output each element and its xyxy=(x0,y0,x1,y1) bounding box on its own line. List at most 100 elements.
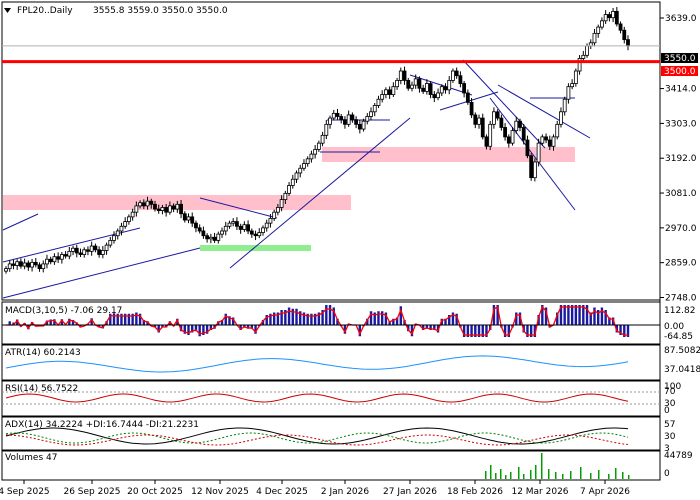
candle-body xyxy=(26,262,31,268)
candle xyxy=(82,247,87,258)
candle xyxy=(577,55,582,75)
candle-body xyxy=(406,80,411,89)
candle xyxy=(97,246,102,258)
candle xyxy=(7,260,12,272)
supply-zone xyxy=(322,147,575,162)
candle xyxy=(190,212,195,227)
volume-bar xyxy=(523,474,525,479)
macd-bar xyxy=(377,311,380,325)
candle-body xyxy=(566,86,571,100)
macd-bar xyxy=(153,325,157,328)
macd-bar xyxy=(228,316,231,325)
candle-body xyxy=(153,203,157,210)
macd-bar xyxy=(343,325,347,334)
candle xyxy=(421,84,426,94)
macd-bar xyxy=(388,321,391,325)
candle xyxy=(15,259,20,270)
candle-body xyxy=(402,70,407,81)
candle-body xyxy=(145,200,150,207)
macd-bar xyxy=(570,305,574,325)
candle-body xyxy=(424,83,429,92)
macd-tick-low: -64.85 xyxy=(664,332,693,342)
macd-bar xyxy=(615,325,619,333)
candle-body xyxy=(313,149,318,155)
macd-bar xyxy=(224,313,227,325)
candle-body xyxy=(536,142,541,163)
volume-bar xyxy=(562,474,564,479)
candle-body xyxy=(190,216,195,224)
macd-bar xyxy=(529,325,533,337)
candle xyxy=(443,83,448,94)
macd-bar xyxy=(332,307,335,325)
macd-bar xyxy=(373,312,376,325)
macd-bar xyxy=(198,325,201,337)
candle-body xyxy=(320,134,325,144)
candle-body xyxy=(573,70,578,84)
adx-tick-30: 30 xyxy=(664,432,676,442)
candle-body xyxy=(380,94,385,100)
candle-body xyxy=(488,123,493,147)
candle-body xyxy=(473,114,478,125)
macd-bar xyxy=(205,325,209,334)
candle xyxy=(555,120,560,140)
date-tick-label: 26 Sep 2025 xyxy=(63,487,120,497)
trend-line xyxy=(229,117,411,269)
macd-bar xyxy=(310,313,313,325)
candle-body xyxy=(592,32,597,44)
macd-bar xyxy=(425,325,429,329)
indicator-plots xyxy=(2,305,660,479)
macd-bar xyxy=(369,311,373,325)
price-tick-label: 3639.0 xyxy=(665,14,697,24)
macd-bar xyxy=(608,317,611,325)
candle xyxy=(484,134,489,150)
macd-bar xyxy=(492,305,496,325)
candle-body xyxy=(506,136,511,144)
candle-body xyxy=(577,58,582,72)
volume-bar xyxy=(500,469,502,479)
candle xyxy=(261,225,265,236)
macd-bar xyxy=(269,313,272,325)
macd-bar xyxy=(462,325,466,337)
macd-bar xyxy=(623,325,626,337)
candle-body xyxy=(223,225,228,232)
candle xyxy=(603,10,608,24)
candle-body xyxy=(7,263,12,270)
price-tick-label: 3081.0 xyxy=(665,189,697,199)
candle xyxy=(272,209,277,221)
candle xyxy=(354,116,359,129)
macd-bar xyxy=(27,325,30,330)
candle-body xyxy=(37,264,42,270)
candle-body xyxy=(417,78,422,89)
price-tick-label: 2859.0 xyxy=(665,259,697,269)
candle xyxy=(380,90,385,103)
trend-line xyxy=(199,197,278,219)
macd-bar xyxy=(254,325,257,334)
candle-body xyxy=(71,247,75,252)
candle xyxy=(238,223,243,234)
candle-body xyxy=(130,211,135,218)
date-axis: 4 Sep 2025 26 Sep 2025 20 Oct 2025 12 Nov 2… xyxy=(0,480,630,497)
candle-body xyxy=(164,207,169,213)
macd-bar xyxy=(142,320,146,325)
dropdown-icon[interactable] xyxy=(4,8,11,13)
macd-bar xyxy=(250,325,254,329)
candle-body xyxy=(208,236,213,240)
macd-bar xyxy=(53,319,56,325)
candle xyxy=(499,114,504,131)
volume-bar xyxy=(570,471,572,479)
candle-body xyxy=(302,163,306,169)
candle xyxy=(540,134,545,146)
candle-body xyxy=(514,120,519,132)
candle-body xyxy=(555,123,560,138)
candle-body xyxy=(253,233,258,237)
macd-bar xyxy=(436,325,440,333)
demand-zone xyxy=(200,245,311,251)
candle xyxy=(290,174,295,189)
macd-bar xyxy=(526,325,529,337)
candle xyxy=(67,246,72,260)
macd-bar xyxy=(515,312,518,325)
macd-bar xyxy=(626,325,630,337)
candle-body xyxy=(398,70,403,81)
